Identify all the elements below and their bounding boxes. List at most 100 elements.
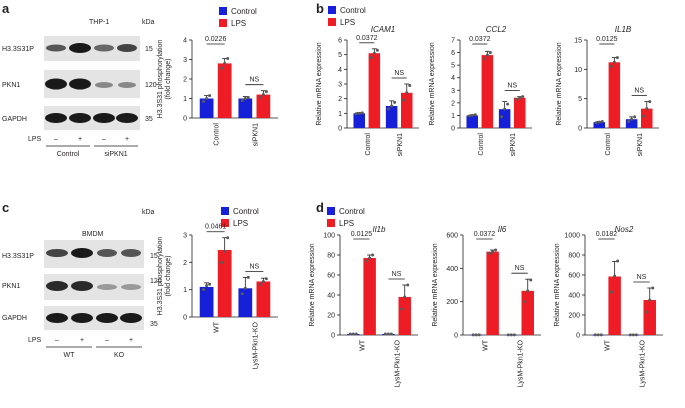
panel-letter-c: c — [2, 200, 9, 215]
data-point — [402, 98, 406, 102]
blot-band — [46, 313, 68, 323]
y-tick-label: 200 — [446, 299, 458, 306]
y-tick-label: 3 — [183, 57, 187, 64]
chart-title: Nos2 — [615, 225, 634, 234]
data-point — [526, 289, 530, 293]
y-axis-label: H3.3S31 phosphorylation(fold change) — [157, 40, 172, 119]
data-point — [596, 333, 600, 337]
data-point — [471, 333, 475, 337]
data-point — [651, 286, 655, 290]
blot-band — [120, 313, 142, 323]
bar-lps-0 — [217, 250, 232, 317]
bar-control-0 — [353, 113, 365, 128]
chart-c-h33-phosphorylation: 0 1 2 3 H3.3S31 phosphorylation(fold change)… — [157, 224, 278, 369]
blot-band — [118, 82, 136, 88]
category-label: siPKN1 — [637, 133, 644, 156]
y-tick-label: 4 — [451, 75, 455, 82]
blot-band — [121, 284, 141, 290]
data-point — [369, 56, 373, 60]
bar-lps-1 — [398, 297, 411, 335]
legend-b: Control LPS — [328, 6, 366, 27]
blot-a-kda-value: 35 — [145, 116, 153, 123]
y-tick-label: 7 — [451, 38, 455, 45]
chart-title: Il1b — [373, 225, 386, 234]
blot-a-group-label: siPKN1 — [104, 151, 127, 158]
data-point — [264, 277, 268, 281]
blot-a-row-label: H3.3S31P — [2, 46, 34, 53]
blot-c-kda-value: 120 — [150, 278, 162, 285]
data-point — [261, 279, 265, 283]
blot-a-title: THP-1 — [89, 19, 109, 26]
legend-swatch-control — [221, 207, 229, 215]
y-tick-label: 10 — [574, 67, 582, 74]
category-label: LysM-Pkn1-KO — [518, 339, 525, 387]
y-tick-label: 200 — [568, 313, 580, 320]
y-tick-label: 1 — [451, 113, 455, 120]
significance-label: NS — [634, 88, 644, 95]
data-point — [383, 332, 387, 336]
panel-letter-d: d — [316, 200, 324, 215]
blot-band — [97, 284, 117, 290]
y-tick-label: 400 — [446, 266, 458, 273]
y-tick-label: 0 — [183, 315, 187, 322]
y-tick-label: 15 — [574, 38, 582, 45]
blot-band — [46, 44, 66, 52]
data-point — [470, 113, 474, 117]
category-label: LysM-Pkn1-KO — [252, 321, 259, 369]
blot-band — [46, 281, 68, 291]
y-axis-label: Relative mRNA expression — [556, 42, 563, 125]
y-tick-label: 0 — [338, 126, 342, 133]
chart-title: Il6 — [498, 225, 507, 234]
data-point — [474, 333, 478, 337]
blot-c-lane-sign: – — [105, 337, 109, 344]
bar-lps-0 — [608, 276, 621, 335]
y-axis-label: Relative mRNA expression — [316, 42, 323, 125]
blot-band — [117, 44, 137, 52]
bar-lps-1 — [643, 300, 656, 335]
y-tick-label: 1 — [183, 96, 187, 103]
y-tick-label: 400 — [568, 293, 580, 300]
bar-lps-0 — [608, 62, 621, 128]
y-tick-label: 1000 — [564, 233, 580, 240]
significance-label: 0.0372 — [469, 36, 491, 43]
bar-lps-1 — [641, 108, 653, 128]
blot-band — [69, 113, 91, 123]
data-point — [648, 298, 652, 302]
data-point — [223, 61, 227, 65]
category-label: siPKN1 — [397, 133, 404, 156]
legend-c: Control LPS — [221, 207, 259, 228]
blot-band — [46, 249, 68, 257]
y-axis-label: Relative mRNA expression — [429, 42, 436, 125]
blot-c-lane-sign: – — [55, 337, 59, 344]
data-point — [205, 284, 209, 288]
data-point — [628, 333, 632, 337]
data-point — [491, 250, 495, 254]
data-point — [600, 120, 604, 124]
legend-swatch-control — [327, 207, 335, 215]
y-tick-label: 0 — [183, 116, 187, 123]
blot-a-kda-value: 15 — [145, 46, 153, 53]
y-tick-label: 100 — [323, 233, 335, 240]
y-tick-label: 5 — [338, 52, 342, 59]
bar-lps-1 — [521, 290, 534, 335]
y-axis-label: Relative mRNA expression — [309, 243, 316, 326]
data-point — [609, 64, 613, 68]
y-tick-label: 5 — [578, 96, 582, 103]
data-point — [509, 333, 513, 337]
y-tick-label: 600 — [446, 233, 458, 240]
blot-band — [71, 248, 93, 258]
blot-a-lane-sign: – — [54, 136, 58, 143]
data-point — [386, 332, 390, 336]
y-tick-label: 4 — [183, 38, 187, 45]
blot-band — [45, 78, 67, 90]
y-tick-label: 2 — [338, 96, 342, 103]
data-point — [477, 333, 481, 337]
legend-label-lps: LPS — [339, 219, 354, 228]
blot-c-group-label: KO — [114, 352, 125, 359]
bar-control-0 — [199, 98, 214, 118]
data-point — [506, 102, 510, 106]
bar-control-0 — [199, 286, 214, 317]
legend-label-lps: LPS — [340, 18, 355, 27]
y-tick-label: 1 — [183, 287, 187, 294]
